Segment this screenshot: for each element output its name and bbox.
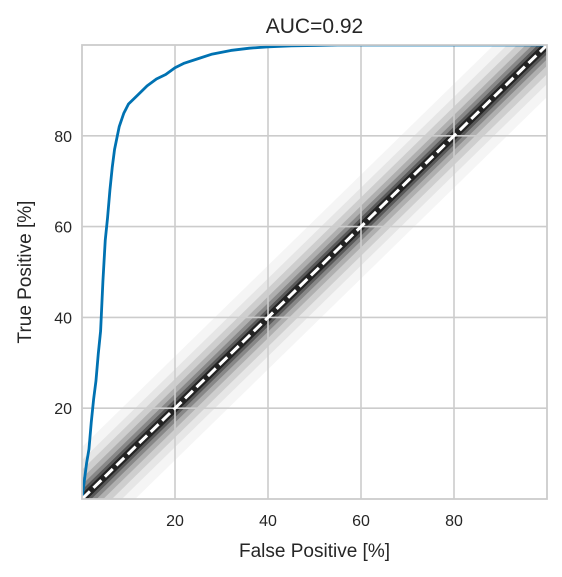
x-tick-label: 80: [445, 513, 463, 530]
y-tick-label: 80: [54, 129, 72, 146]
plot-frame: [81, 44, 548, 500]
y-tick-label: 20: [54, 401, 72, 418]
chart-title: AUC=0.92: [266, 15, 363, 38]
plot-border: [81, 44, 548, 500]
grid: [82, 45, 547, 499]
y-tick-label: 40: [54, 310, 72, 327]
x-tick-label: 40: [259, 513, 277, 530]
tick-labels: 20 40 60 80 20 40 60 80: [54, 129, 463, 530]
x-tick-label: 60: [352, 513, 370, 530]
x-axis-label: False Positive [%]: [239, 541, 390, 562]
x-tick-label: 20: [166, 513, 184, 530]
y-tick-label: 60: [54, 220, 72, 237]
y-axis-label: True Positive [%]: [15, 201, 36, 344]
chance-diagonal-line: [82, 45, 547, 499]
